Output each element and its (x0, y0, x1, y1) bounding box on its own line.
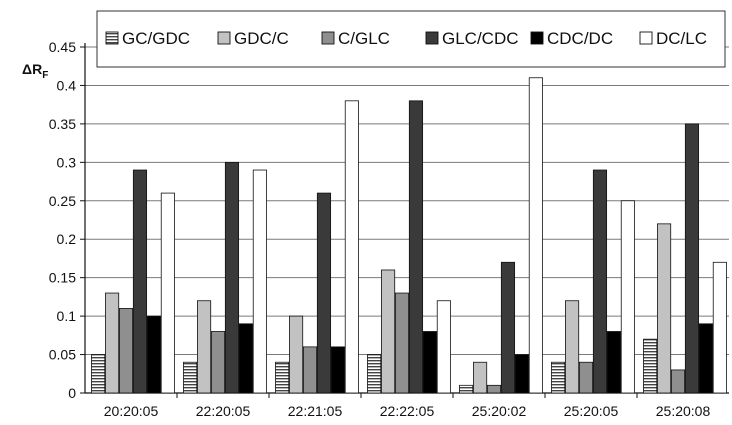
bar-gdc-c-22-21-05 (289, 315, 304, 394)
y-tick-label: 0.4 (57, 77, 77, 93)
legend-box (96, 10, 726, 68)
bar-glc-cdc-25-20-08 (684, 123, 700, 394)
bar-cdc-dc-25-20-08 (698, 323, 713, 394)
legend-label: CDC/DC (547, 29, 613, 48)
bar-glc-cdc-25-20-02 (500, 261, 516, 394)
bar-gc-gdc-25-20-08 (643, 338, 658, 394)
bar-cdc-dc-25-20-02 (514, 354, 529, 394)
bar-c-glc-22-22-05 (394, 292, 410, 394)
y-tick-label: 0.3 (57, 154, 77, 170)
bar-gdc-c-22-20-05 (197, 300, 212, 394)
legend-swatch (321, 31, 335, 45)
bar-dc-lc-20-20-05 (160, 192, 175, 394)
y-tick-label: 0.05 (49, 347, 76, 363)
bar-gc-gdc-20-20-05 (91, 354, 106, 394)
bar-gc-gdc-22-20-05 (183, 361, 198, 394)
y-tick-label: 0.2 (57, 231, 77, 247)
bar-gdc-c-25-20-05 (565, 300, 580, 394)
legend: GC/GDC GDC/C C/GLC GLC/CDC CDC/DC DC/LC (96, 10, 726, 68)
bar-c-glc-25-20-02 (486, 384, 502, 394)
y-tick-label: 0.35 (49, 116, 76, 132)
bar-gc-gdc-22-22-05 (367, 354, 382, 394)
x-tick-label: 25:20:08 (656, 403, 711, 419)
bar-glc-cdc-25-20-05 (592, 169, 608, 394)
x-tick-label: 25:20:05 (564, 403, 619, 419)
bar-cdc-dc-22-22-05 (422, 331, 437, 394)
bar-gc-gdc-25-20-05 (551, 361, 566, 394)
legend-label: GLC/CDC (442, 29, 519, 48)
legend-swatch (639, 31, 653, 45)
bar-gdc-c-20-20-05 (105, 292, 120, 394)
bar-cdc-dc-25-20-05 (606, 331, 621, 394)
tick-labels: 0 0.05 0.1 0.15 0.2 0.25 0.3 0.35 0.4 0.45 20:20:0… (49, 39, 711, 419)
x-tick-label: 22:21:05 (288, 403, 343, 419)
bars (91, 77, 727, 394)
legend-swatch (217, 31, 231, 45)
legend-label: GC/GDC (122, 29, 190, 48)
bar-c-glc-20-20-05 (118, 308, 134, 394)
legend-swatch (425, 31, 439, 45)
y-tick-label: 0.1 (57, 308, 77, 324)
legend-swatch (530, 31, 544, 45)
y-tick-label: 0.25 (49, 193, 76, 209)
bar-gdc-c-25-20-02 (473, 361, 488, 394)
bar-glc-cdc-22-21-05 (316, 192, 332, 394)
x-tick-label: 22:22:05 (380, 403, 435, 419)
x-tick-label: 25:20:02 (472, 403, 527, 419)
bar-dc-lc-25-20-05 (620, 200, 635, 394)
y-tick-label: 0.15 (49, 270, 76, 286)
bar-cdc-dc-22-20-05 (238, 323, 253, 394)
bar-dc-lc-22-21-05 (344, 100, 359, 394)
bar-glc-cdc-22-22-05 (408, 100, 424, 394)
bar-dc-lc-22-20-05 (252, 169, 267, 394)
bar-c-glc-25-20-08 (670, 369, 686, 394)
legend-label: DC/LC (656, 29, 707, 48)
bar-cdc-dc-22-21-05 (330, 346, 345, 394)
y-tick-label: 0 (68, 385, 76, 401)
legend-swatch (105, 31, 119, 45)
bar-cdc-dc-20-20-05 (146, 315, 161, 394)
bar-glc-cdc-22-20-05 (224, 161, 240, 394)
bar-gdc-c-25-20-08 (657, 223, 672, 394)
bar-c-glc-22-21-05 (302, 346, 318, 394)
y-axis-label-main: ΔR (22, 61, 42, 77)
x-tick-label: 20:20:05 (104, 403, 159, 419)
bar-c-glc-25-20-05 (578, 361, 594, 394)
legend-label: GDC/C (234, 29, 289, 48)
bar-gc-gdc-22-21-05 (275, 361, 290, 394)
bar-dc-lc-25-20-02 (528, 77, 543, 394)
bar-gc-gdc-25-20-02 (459, 384, 474, 394)
bar-gdc-c-22-22-05 (381, 269, 396, 394)
bar-dc-lc-25-20-08 (712, 261, 727, 394)
x-tick-label: 22:20:05 (196, 403, 251, 419)
bar-glc-cdc-20-20-05 (132, 169, 148, 394)
bar-dc-lc-22-22-05 (436, 300, 451, 394)
legend-label: C/GLC (338, 29, 390, 48)
y-axis-label: ΔRF (22, 61, 48, 81)
y-axis-label-subscript: F (42, 70, 48, 81)
bar-c-glc-22-20-05 (210, 331, 226, 394)
y-tick-label: 0.45 (49, 39, 76, 55)
